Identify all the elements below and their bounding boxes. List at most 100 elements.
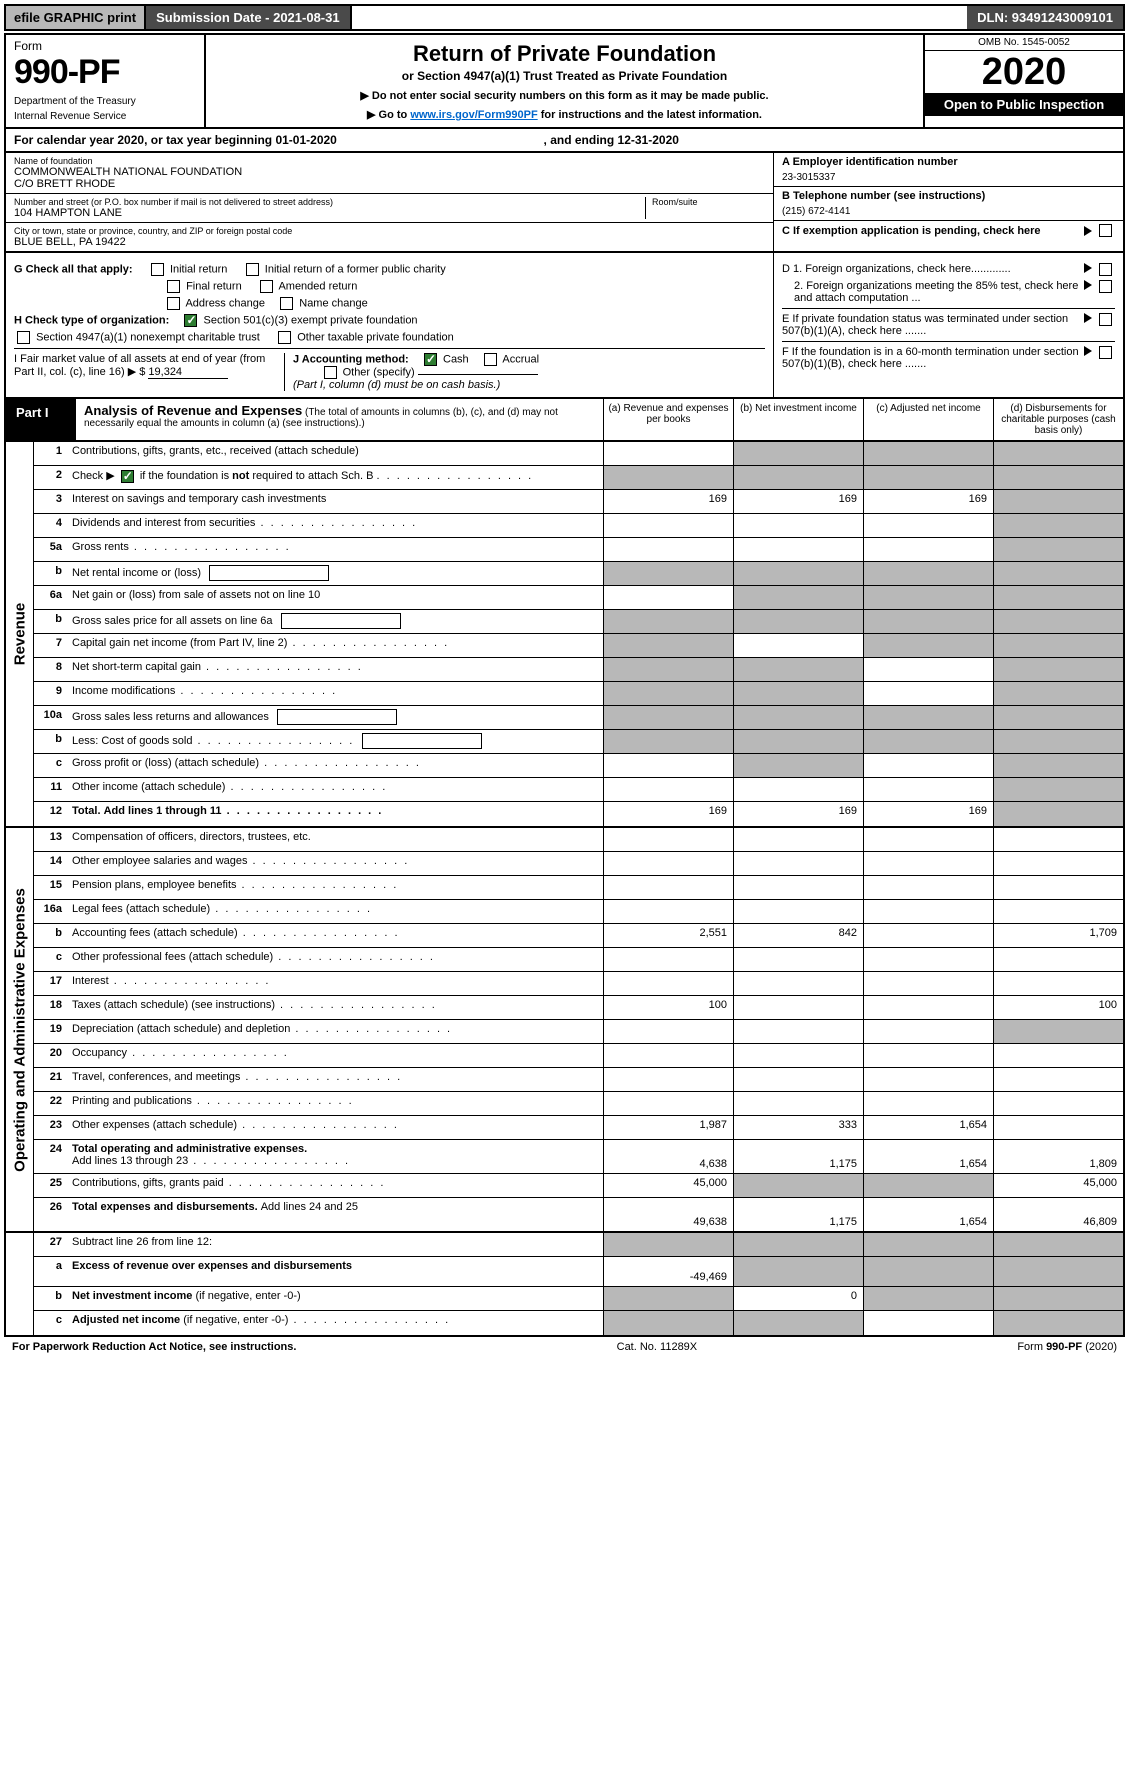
amended-return-checkbox[interactable] [260,280,273,293]
line-num: 25 [34,1174,68,1197]
cell-b [733,1068,863,1091]
ssn-warning: ▶ Do not enter social security numbers o… [212,89,917,102]
goto-post: for instructions and the latest informat… [541,109,762,121]
cell-d [993,1116,1123,1139]
cell-c [863,972,993,995]
cell-b [733,948,863,971]
txt1: Total operating and administrative expen… [72,1143,307,1155]
cell-b [733,778,863,801]
dots [192,735,354,747]
cell-b [733,900,863,923]
line-desc: Net short-term capital gain [68,658,603,681]
line-num: c [34,1311,68,1335]
form-header: Form 990-PF Department of the Treasury I… [4,33,1125,129]
topbar-spacer [352,6,968,29]
header-left: Form 990-PF Department of the Treasury I… [6,35,206,127]
txt: Dividends and interest from securities [72,517,255,529]
cell-d [993,538,1123,561]
initial-return-label: Initial return [170,263,227,275]
submission-date: Submission Date - 2021-08-31 [146,6,352,29]
calyear-end: 12-31-2020 [618,133,679,147]
irs-label: Internal Revenue Service [14,111,196,122]
cell-d [993,514,1123,537]
txt: Other expenses (attach schedule) [72,1119,237,1131]
irs-link[interactable]: www.irs.gov/Form990PF [410,109,537,121]
ein-label: A Employer identification number [782,156,1115,168]
cash-checkbox[interactable] [424,353,437,366]
line-desc: Gross profit or (loss) (attach schedule) [68,754,603,777]
cell-d [993,634,1123,657]
address-change-checkbox[interactable] [167,297,180,310]
4947-checkbox[interactable] [17,331,30,344]
cell-b: 0 [733,1287,863,1310]
cell-d [993,1020,1123,1043]
line-desc: Excess of revenue over expenses and disb… [68,1257,603,1286]
row-27c: c Adjusted net income (if negative, ente… [34,1311,1123,1335]
calendar-year-row: For calendar year 2020, or tax year begi… [4,129,1125,153]
txt: Other professional fees (attach schedule… [72,951,273,963]
expenses-side-label: Operating and Administrative Expenses [6,828,34,1231]
dots [287,637,449,649]
row-24: 24 Total operating and administrative ex… [34,1140,1123,1174]
line-desc: Interest [68,972,603,995]
final-return-checkbox[interactable] [167,280,180,293]
cell-b [733,658,863,681]
dots [188,1155,350,1167]
row-27a: a Excess of revenue over expenses and di… [34,1257,1123,1287]
name-change-checkbox[interactable] [280,297,293,310]
4947-label: Section 4947(a)(1) nonexempt charitable … [36,331,260,343]
cell-d [993,706,1123,729]
row-15: 15 Pension plans, employee benefits [34,876,1123,900]
line-num: 13 [34,828,68,851]
dots [224,1177,386,1189]
c-checkbox[interactable] [1099,224,1112,237]
line-desc: Accounting fees (attach schedule) [68,924,603,947]
line-desc: Occupancy [68,1044,603,1067]
d2-checkbox[interactable] [1099,280,1112,293]
accrual-checkbox[interactable] [484,353,497,366]
dots [109,975,271,987]
cell-d [993,972,1123,995]
line-desc: Other expenses (attach schedule) [68,1116,603,1139]
line-num: 22 [34,1092,68,1115]
cell-b [733,706,863,729]
cash-label: Cash [443,353,469,365]
initial-former-checkbox[interactable] [246,263,259,276]
cell-a [603,586,733,609]
cell-c [863,876,993,899]
cell-b [733,538,863,561]
d1-row: D 1. Foreign organizations, check here..… [782,263,1115,276]
cell-a [603,538,733,561]
f-checkbox[interactable] [1099,346,1112,359]
final-return-label: Final return [186,280,242,292]
other-method-line [418,374,538,375]
top-bar: efile GRAPHIC print Submission Date - 20… [4,4,1125,31]
d1-checkbox[interactable] [1099,263,1112,276]
info-block: Name of foundation COMMONWEALTH NATIONAL… [4,153,1125,253]
line-num: 19 [34,1020,68,1043]
cell-a: 169 [603,490,733,513]
other-method-checkbox[interactable] [324,366,337,379]
cell-b [733,610,863,633]
goto-pre: ▶ Go to [367,109,410,121]
cell-c [863,682,993,705]
e-checkbox[interactable] [1099,313,1112,326]
row-7: 7 Capital gain net income (from Part IV,… [34,634,1123,658]
501c3-checkbox[interactable] [184,314,197,327]
cell-a: 4,638 [603,1140,733,1173]
j-block: J Accounting method: Cash Accrual Other … [284,353,765,391]
other-taxable-checkbox[interactable] [278,331,291,344]
line-num: a [34,1257,68,1286]
row-23: 23 Other expenses (attach schedule) 1,98… [34,1116,1123,1140]
dots [247,855,409,867]
dln-label: DLN: 93491243009101 [967,6,1123,29]
line-desc: Contributions, gifts, grants paid [68,1174,603,1197]
cell-d [993,1311,1123,1335]
efile-label[interactable]: efile GRAPHIC print [6,6,146,29]
line-num: 14 [34,852,68,875]
ghij-right: D 1. Foreign organizations, check here..… [773,253,1123,397]
txt: Taxes (attach schedule) (see instruction… [72,999,275,1011]
cell-d [993,730,1123,753]
initial-return-checkbox[interactable] [151,263,164,276]
schb-checkbox[interactable] [121,470,134,483]
